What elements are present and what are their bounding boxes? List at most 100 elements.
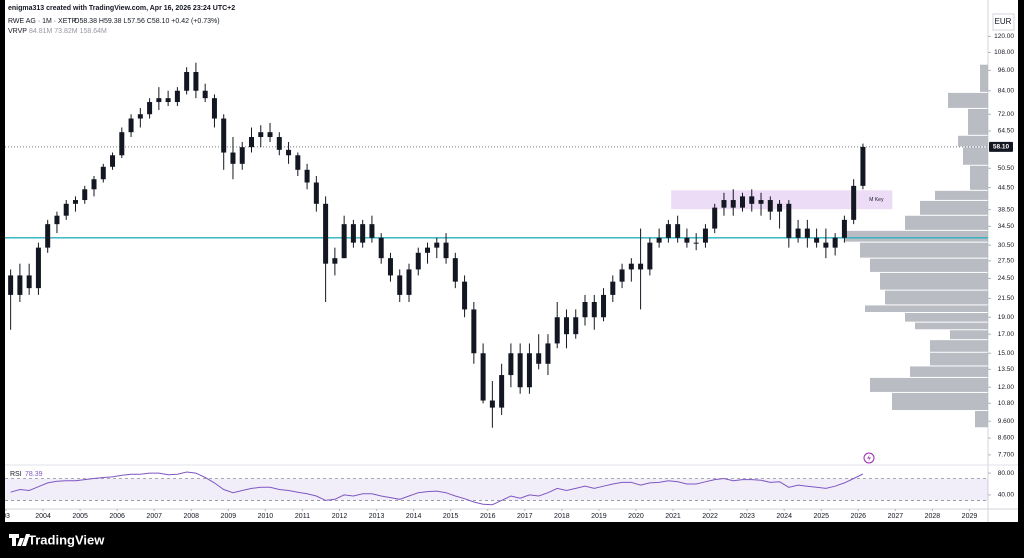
x-tick-label: 2025 — [813, 513, 829, 520]
volume-bar — [968, 108, 988, 135]
volume-bar — [845, 230, 988, 242]
candle-body — [638, 263, 644, 270]
zone-label: M Key — [869, 197, 884, 203]
overlay: 120.00 108.00 96.00 84.00 72.00 64.50 50.50 44.… — [988, 33, 1014, 499]
candle-body — [26, 275, 32, 289]
candle-body — [184, 71, 190, 91]
candle-body — [795, 228, 801, 238]
volume-bar — [958, 135, 988, 147]
x-tick-label: 2029 — [962, 513, 978, 520]
x-tick-label: 2007 — [146, 513, 162, 520]
candle-body — [341, 224, 347, 259]
x-tick-label: 2015 — [443, 513, 459, 520]
x-tick-label: 2026 — [851, 513, 867, 520]
alert-bolt — [867, 454, 871, 462]
candle-body — [332, 258, 338, 264]
candle-body — [554, 317, 560, 344]
volume-bar — [910, 366, 988, 377]
y-tick-label: 34.50 — [998, 223, 1015, 230]
candle-body — [350, 224, 356, 243]
candle-body — [35, 247, 41, 289]
brand-logo: TradingView — [9, 532, 105, 547]
candle-body — [128, 118, 134, 133]
candle-body — [211, 98, 217, 119]
candle-body — [425, 247, 431, 253]
candle-body — [804, 228, 810, 238]
currency: EUR — [995, 17, 1012, 26]
last-price-box — [989, 141, 1013, 152]
x-tick-label: 2021 — [665, 513, 681, 520]
panel — [5, 0, 1018, 522]
symbol: RWE AG · 1M · XETR — [8, 18, 77, 25]
x-tick-label: 03 — [2, 513, 10, 520]
x-tick-label: 2004 — [35, 513, 51, 520]
candle-body — [536, 353, 542, 364]
candle-body — [17, 275, 23, 295]
x-tick-label: 2011 — [295, 513, 310, 520]
candle-body — [508, 353, 514, 376]
y-tick-label: 21.50 — [998, 295, 1015, 302]
volume-bar — [860, 242, 988, 258]
candle-body — [832, 237, 838, 248]
candle-body — [156, 98, 162, 103]
volume-bar — [950, 330, 988, 340]
volume-bar — [865, 305, 988, 313]
candle-body — [286, 149, 292, 156]
y-tick-label: 44.50 — [998, 184, 1015, 191]
candle-body — [239, 147, 245, 164]
x-tick-label: 2028 — [925, 513, 941, 520]
y-tick-label: 17.00 — [998, 331, 1015, 338]
candle-body — [8, 275, 14, 295]
volume-bar — [870, 258, 988, 272]
x-tick-label: 2027 — [888, 513, 904, 520]
volume-bar — [930, 352, 988, 366]
candle-body — [295, 155, 301, 170]
volume-bar — [970, 165, 988, 190]
ohlc-legend: O58.38 H59.38 L57.56 C58.10 +0.42 (+0.73… — [74, 18, 220, 25]
candle-body — [258, 132, 264, 138]
y-tick-label: 120.00 — [994, 33, 1014, 40]
y-tick-label: 8.600 — [998, 435, 1015, 442]
volume-bar — [935, 190, 988, 200]
x-tick-label: 2014 — [406, 513, 422, 520]
candle-body — [63, 203, 69, 216]
currency-box — [992, 13, 1015, 31]
candle-body — [730, 200, 736, 208]
candle-body — [267, 132, 273, 138]
candle-body — [137, 114, 143, 119]
candle-body — [471, 309, 477, 354]
candle-body — [443, 242, 449, 259]
y-tick-label: 9.600 — [998, 418, 1015, 425]
candle-body — [100, 166, 106, 180]
last-price-label: 58.10 — [993, 144, 1010, 151]
x-tick-label: 2023 — [739, 513, 755, 520]
candle-body — [387, 258, 393, 276]
x-tick-label: 2008 — [183, 513, 199, 520]
candle-body — [628, 263, 634, 270]
zone — [671, 190, 893, 210]
candle-body — [45, 224, 51, 248]
candle-body — [582, 301, 588, 318]
y-tick-label: 30.50 — [998, 242, 1015, 249]
candle-body — [841, 219, 847, 238]
volume-bar — [915, 322, 988, 330]
candle-body — [693, 242, 699, 244]
candle-body — [323, 203, 329, 264]
candle-body — [82, 189, 88, 201]
volume-bar — [905, 313, 988, 322]
candle-body — [814, 237, 820, 243]
candle-body — [665, 224, 671, 238]
y-tick-label: 13.50 — [998, 366, 1015, 373]
candle-body — [415, 252, 421, 270]
candle-body — [573, 317, 579, 335]
y-tick-label: 27.50 — [998, 258, 1015, 265]
candle-body — [249, 137, 254, 148]
candle-body — [591, 301, 597, 318]
plot: 03 2004 2005 2006 2007 2008 2009 2010 2011 2012 20… — [2, 62, 988, 520]
y-tick-label: 19.00 — [998, 314, 1015, 321]
candle-body — [647, 242, 653, 270]
vrvp-name: VRVP — [8, 28, 27, 35]
candle-body — [702, 228, 708, 243]
x-tick-label: 2019 — [591, 513, 607, 520]
